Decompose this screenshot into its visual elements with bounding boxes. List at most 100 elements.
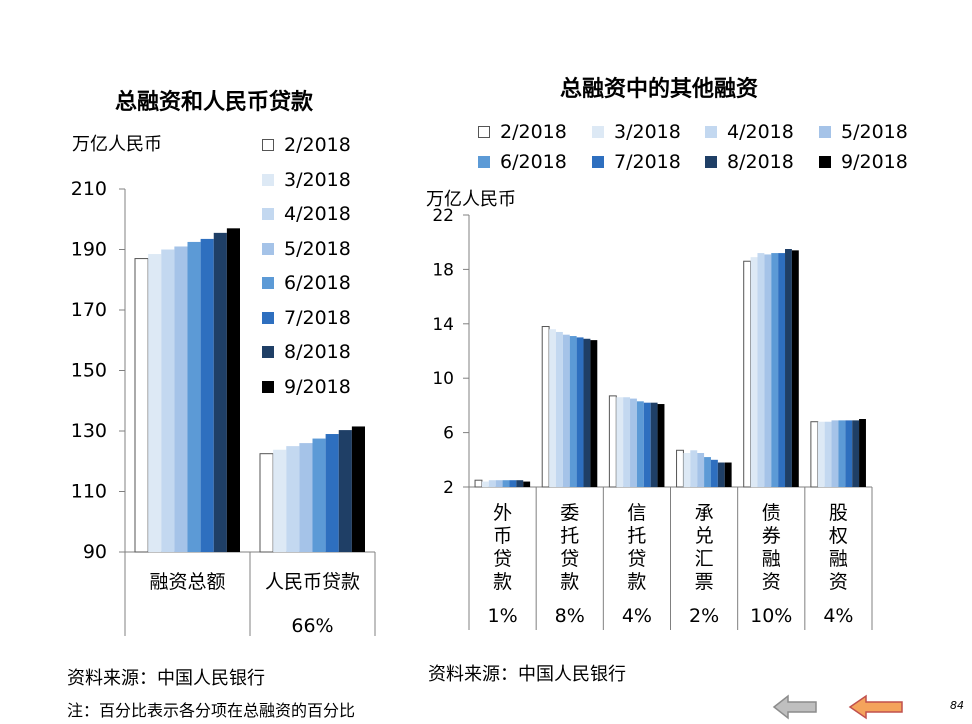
bar-2-2018-1 <box>541 326 550 488</box>
legend-item-2-2018: 2/2018 <box>478 121 567 143</box>
category-label-char: 款 <box>560 571 579 593</box>
legend-swatch <box>478 156 490 168</box>
bar-5-2018-2 <box>630 398 637 487</box>
category-label-char: 信 <box>627 502 646 524</box>
bar-9-2018-0 <box>226 228 240 552</box>
bar-9-2018-1 <box>590 340 598 487</box>
bar-3-2018-0 <box>148 254 162 552</box>
y-tick-label: 150 <box>71 360 107 382</box>
legend-swatch <box>262 346 274 358</box>
bar-8-2018-1 <box>583 338 591 487</box>
legend-swatch <box>262 208 274 220</box>
legend-item-3-2018: 3/2018 <box>592 121 681 143</box>
bar-2-2018-2 <box>608 395 617 488</box>
category-label-char: 权 <box>829 525 848 547</box>
legend-label: 7/2018 <box>614 151 681 173</box>
category-label-char: 托 <box>627 525 646 547</box>
y-tick-label: 210 <box>71 178 107 200</box>
legend-item-4-2018: 4/2018 <box>262 203 351 225</box>
bar-4-2018-1 <box>555 331 563 487</box>
bar-7-2018-1 <box>576 337 584 487</box>
bar-2-2018-0 <box>134 258 149 553</box>
previous-button[interactable] <box>848 694 904 720</box>
percent-label: 66% <box>291 615 333 637</box>
percent-label: 2% <box>689 605 719 627</box>
page-number: 84 <box>950 699 964 712</box>
legend-swatch <box>262 312 274 324</box>
bar-9-2018-2 <box>657 404 665 487</box>
bar-5-2018-1 <box>562 334 570 487</box>
legend-swatch <box>592 126 604 138</box>
bar-8-2018-5 <box>852 420 860 487</box>
y-tick-label: 190 <box>71 239 107 261</box>
legend-label: 9/2018 <box>841 151 908 173</box>
legend-swatch <box>262 174 274 186</box>
bar-5-2018-5 <box>831 420 839 487</box>
legend-label: 7/2018 <box>284 307 351 329</box>
bar-8-2018-4 <box>785 249 792 487</box>
left-chart-title: 总融资和人民币贷款 <box>115 90 314 115</box>
bar-7-2018-0 <box>200 238 214 552</box>
legend-swatch <box>478 126 490 138</box>
legend-swatch <box>592 156 604 168</box>
bar-6-2018-1 <box>569 336 577 487</box>
left-chart-unit-label: 万亿人民币 <box>72 134 162 155</box>
category-label-char: 款 <box>627 571 646 593</box>
bar-2-2018-0 <box>474 479 483 488</box>
legend-swatch <box>262 381 274 393</box>
y-tick-label: 170 <box>71 299 107 321</box>
bar-6-2018-1 <box>312 438 326 552</box>
legend-label: 3/2018 <box>284 169 351 191</box>
bar-9-2018-5 <box>859 419 866 487</box>
bar-3-2018-5 <box>817 421 825 487</box>
category-label: 融资总额 <box>149 571 225 593</box>
back-button[interactable] <box>772 694 818 720</box>
legend-item-3-2018: 3/2018 <box>262 169 351 191</box>
legend-item-9-2018: 9/2018 <box>262 376 351 398</box>
arrow-left-gray-icon <box>772 694 817 720</box>
legend-label: 5/2018 <box>841 121 908 143</box>
bar-7-2018-1 <box>325 434 339 552</box>
legend-label: 5/2018 <box>284 238 351 260</box>
percent-label: 8% <box>555 605 585 627</box>
legend-swatch <box>262 277 274 289</box>
bar-7-2018-4 <box>778 253 786 487</box>
bar-6-2018-4 <box>771 253 779 487</box>
category-label-char: 融 <box>829 548 848 570</box>
bar-2-2018-4 <box>743 260 752 488</box>
bar-8-2018-0 <box>516 480 524 487</box>
legend-label: 6/2018 <box>500 151 567 173</box>
legend-item-6-2018: 6/2018 <box>262 272 351 294</box>
legend-swatch <box>819 126 831 138</box>
legend-label: 3/2018 <box>614 121 681 143</box>
source-note-left: 资料来源：中国人民银行 <box>67 668 265 689</box>
legend-label: 6/2018 <box>284 272 351 294</box>
bar-4-2018-0 <box>161 249 175 552</box>
legend-label: 4/2018 <box>284 203 351 225</box>
category-label-char: 兑 <box>695 525 714 547</box>
category-label-char: 资 <box>829 571 848 593</box>
category-label-char: 汇 <box>695 548 714 570</box>
legend-swatch <box>705 156 717 168</box>
category-label-char: 贷 <box>627 548 646 570</box>
bar-3-2018-3 <box>683 453 691 487</box>
right-chart-title: 总融资中的其他融资 <box>560 77 759 102</box>
legend-label: 2/2018 <box>284 134 351 156</box>
bar-2-2018-5 <box>810 421 819 488</box>
bar-2-2018-3 <box>676 449 684 488</box>
bar-6-2018-0 <box>187 241 201 552</box>
category-label-char: 资 <box>762 571 781 593</box>
y-tick-label: 90 <box>83 541 107 563</box>
legend-item-5-2018: 5/2018 <box>262 238 351 260</box>
bar-2-2018-1 <box>259 453 274 553</box>
legend-item-6-2018: 6/2018 <box>478 151 567 173</box>
y-tick-label: 18 <box>432 260 454 280</box>
y-tick-label: 6 <box>443 424 454 444</box>
category-label-char: 票 <box>695 571 714 593</box>
percent-label: 4% <box>823 605 853 627</box>
bar-6-2018-2 <box>636 401 644 487</box>
bar-8-2018-3 <box>717 462 725 487</box>
bar-7-2018-0 <box>509 480 517 487</box>
bar-4-2018-3 <box>690 450 698 487</box>
bar-8-2018-2 <box>650 402 658 487</box>
